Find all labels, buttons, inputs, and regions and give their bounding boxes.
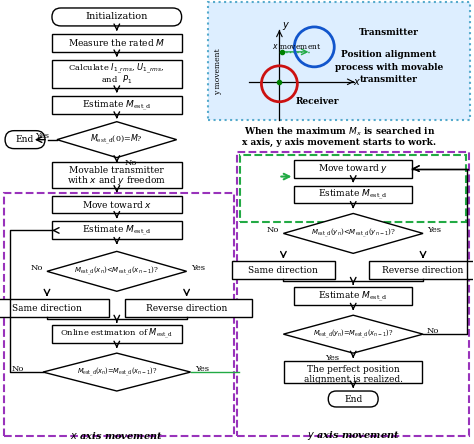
Text: Estimate $M_\mathregular{est\_d}$: Estimate $M_\mathregular{est\_d}$ bbox=[319, 289, 388, 303]
Bar bbox=[231, 262, 335, 279]
Bar bbox=[52, 162, 182, 187]
Text: Calculate $I_{1\_rms}$, $U_{1\_rms}$,: Calculate $I_{1\_rms}$, $U_{1\_rms}$, bbox=[68, 62, 165, 76]
Text: Movable transmitter: Movable transmitter bbox=[69, 166, 164, 175]
Text: The perfect position: The perfect position bbox=[307, 365, 400, 373]
Text: Position alignment: Position alignment bbox=[341, 50, 437, 59]
Text: When the maximum $M_x$ is searched in: When the maximum $M_x$ is searched in bbox=[244, 125, 435, 138]
Text: $y$: $y$ bbox=[283, 20, 291, 32]
Polygon shape bbox=[283, 315, 423, 353]
Bar bbox=[125, 299, 253, 317]
Text: Yes: Yes bbox=[427, 226, 441, 234]
Text: Measure the rated $M$: Measure the rated $M$ bbox=[68, 37, 165, 48]
Text: $M_\mathregular{est\_d}$($y_n$)=$M_\mathregular{est\_d}$($x_{n-1}$)?: $M_\mathregular{est\_d}$($y_n$)=$M_\math… bbox=[313, 328, 393, 341]
Text: $M_\mathregular{est\_d}$(0)=$M$?: $M_\mathregular{est\_d}$(0)=$M$? bbox=[91, 132, 143, 147]
Text: No: No bbox=[267, 226, 279, 234]
Text: Estimate $M_\mathregular{est\_d}$: Estimate $M_\mathregular{est\_d}$ bbox=[82, 224, 152, 237]
Text: End: End bbox=[344, 395, 362, 404]
Text: Same direction: Same direction bbox=[248, 266, 319, 275]
Text: Initialization: Initialization bbox=[86, 12, 148, 21]
Bar bbox=[52, 34, 182, 52]
Text: Yes: Yes bbox=[35, 132, 49, 140]
Text: y movement: y movement bbox=[214, 48, 221, 95]
Text: No: No bbox=[427, 327, 439, 335]
Bar bbox=[52, 96, 182, 114]
Bar bbox=[52, 325, 182, 343]
Text: No: No bbox=[31, 264, 43, 272]
Bar bbox=[208, 2, 470, 120]
Text: Receiver: Receiver bbox=[295, 97, 339, 106]
Bar bbox=[369, 262, 474, 279]
Bar bbox=[237, 151, 469, 436]
Polygon shape bbox=[43, 353, 191, 391]
Text: Transmitter: Transmitter bbox=[359, 28, 419, 37]
Text: Same direction: Same direction bbox=[12, 304, 82, 313]
Bar bbox=[4, 193, 234, 436]
Text: No: No bbox=[12, 365, 25, 373]
Text: alignment is realized.: alignment is realized. bbox=[304, 375, 403, 384]
Text: $y$ axis movement: $y$ axis movement bbox=[307, 429, 400, 442]
Bar bbox=[294, 287, 412, 305]
FancyBboxPatch shape bbox=[328, 391, 378, 407]
Text: x axis, y axis movement starts to work.: x axis, y axis movement starts to work. bbox=[242, 138, 436, 147]
Text: with $x$ and $y$ freedom: with $x$ and $y$ freedom bbox=[67, 174, 166, 187]
Bar bbox=[52, 195, 182, 214]
Text: Yes: Yes bbox=[325, 354, 339, 362]
Bar bbox=[294, 159, 412, 178]
Text: $M_\mathregular{est\_d}$($y_n$)<$M_\mathregular{est\_d}$($y_{n-1}$)?: $M_\mathregular{est\_d}$($y_n$)<$M_\math… bbox=[311, 227, 396, 240]
Text: End: End bbox=[16, 135, 34, 144]
Text: Yes: Yes bbox=[195, 365, 209, 373]
Bar bbox=[52, 60, 182, 88]
Text: $M_\mathregular{est\_d}$($x_n$)=$M_\mathregular{est\_d}$($x_{n-1}$)?: $M_\mathregular{est\_d}$($x_n$)=$M_\math… bbox=[77, 365, 157, 379]
Polygon shape bbox=[283, 214, 423, 254]
Text: process with movable: process with movable bbox=[335, 63, 443, 72]
Text: Move toward $x$: Move toward $x$ bbox=[82, 199, 152, 210]
Polygon shape bbox=[47, 251, 187, 291]
Bar bbox=[284, 361, 422, 383]
FancyBboxPatch shape bbox=[5, 131, 45, 149]
Bar bbox=[294, 186, 412, 203]
Text: Move toward $y$: Move toward $y$ bbox=[318, 162, 388, 175]
Text: No: No bbox=[125, 159, 137, 166]
Text: Yes: Yes bbox=[191, 264, 205, 272]
Text: Reverse direction: Reverse direction bbox=[146, 304, 228, 313]
Text: Estimate $M_\mathregular{est\_d}$: Estimate $M_\mathregular{est\_d}$ bbox=[82, 98, 152, 111]
Text: Estimate $M_\mathregular{est\_d}$: Estimate $M_\mathregular{est\_d}$ bbox=[319, 188, 388, 201]
Text: transmitter: transmitter bbox=[360, 75, 418, 84]
Text: $M_\mathregular{est\_d}$($x_n$)<$M_\mathregular{est\_d}$($x_{n-1}$)?: $M_\mathregular{est\_d}$($x_n$)<$M_\math… bbox=[74, 265, 159, 278]
Polygon shape bbox=[57, 122, 177, 158]
Bar bbox=[52, 222, 182, 239]
Text: $x$ movement: $x$ movement bbox=[272, 42, 321, 52]
Text: $x$ axis movement: $x$ axis movement bbox=[70, 430, 163, 441]
Text: Reverse direction: Reverse direction bbox=[383, 266, 464, 275]
Text: $x$: $x$ bbox=[353, 77, 361, 87]
Bar bbox=[240, 155, 466, 222]
Text: and  $P_1$: and $P_1$ bbox=[101, 74, 132, 86]
FancyBboxPatch shape bbox=[52, 8, 182, 26]
Text: Online estimation of $M_\mathregular{est\_d}$: Online estimation of $M_\mathregular{est… bbox=[60, 327, 173, 341]
Bar bbox=[0, 299, 109, 317]
